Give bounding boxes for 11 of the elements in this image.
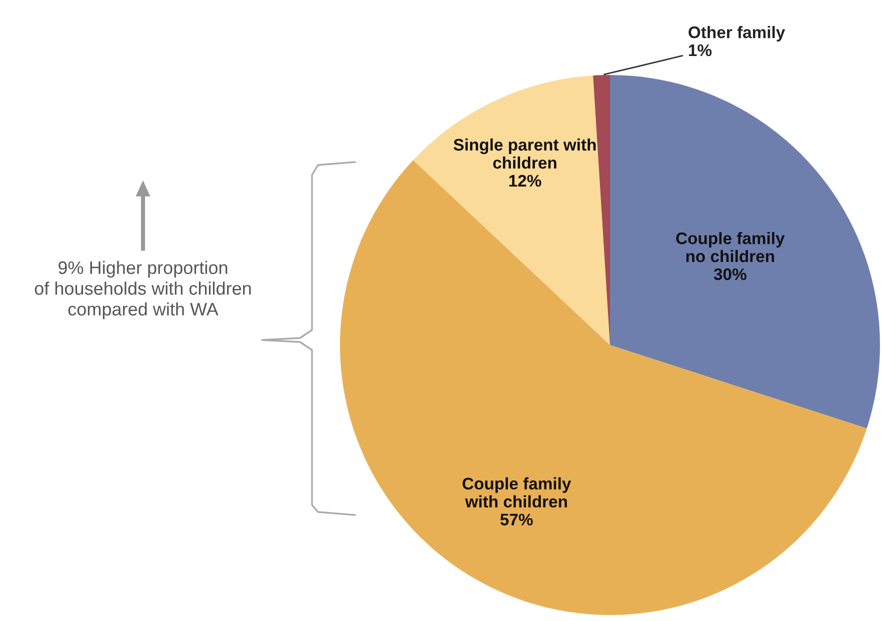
slice-label: Other family xyxy=(688,26,786,42)
slice-label: Couple family no children xyxy=(676,232,785,262)
data-label: 57% xyxy=(500,514,533,526)
pie-slice xyxy=(413,76,610,345)
data-label: 30% xyxy=(714,268,746,280)
slice-label: Single parent with children xyxy=(454,138,596,169)
slice-label: Couple family with children xyxy=(462,477,572,508)
text: 9% Higher proportion of households with children compared with WA xyxy=(34,260,251,320)
data-label: 1% xyxy=(688,44,712,56)
pie-slice xyxy=(610,75,880,428)
data-label: 12% xyxy=(509,174,542,187)
